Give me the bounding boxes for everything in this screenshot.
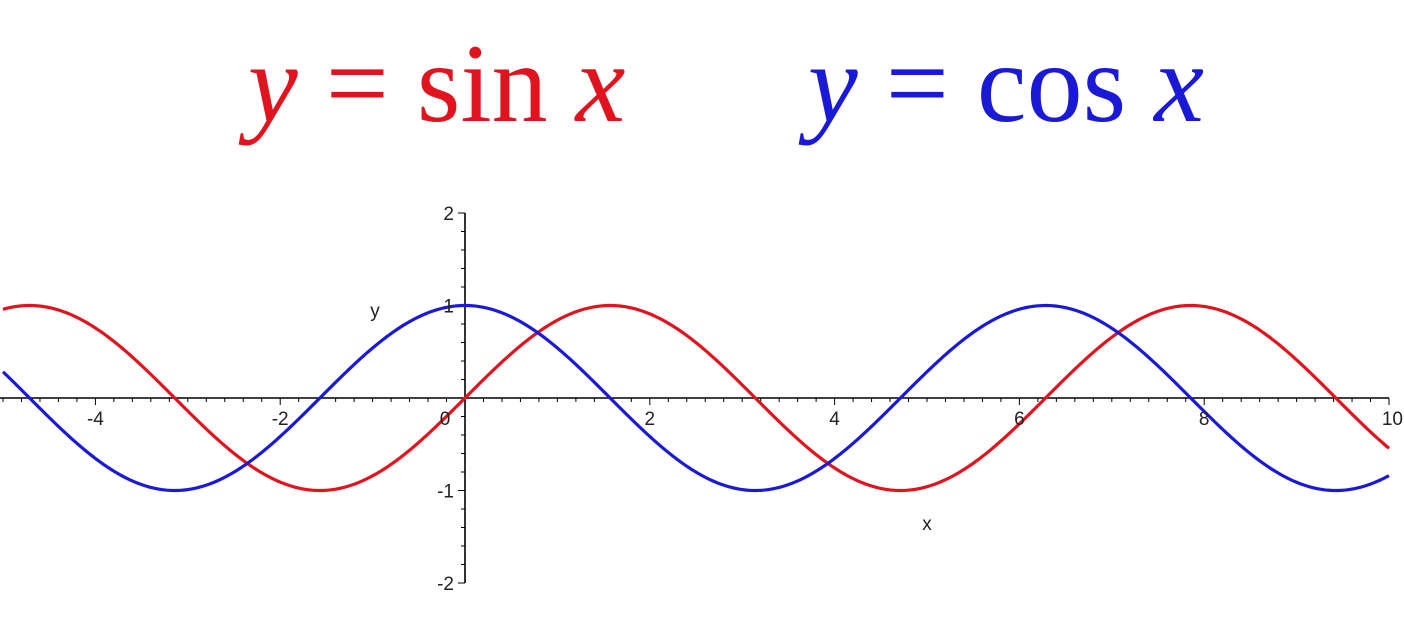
x-axis-label: x xyxy=(922,514,932,535)
x-tick-label: -4 xyxy=(87,409,104,430)
y-tick-label: -1 xyxy=(437,482,454,503)
x-tick-label: 4 xyxy=(829,409,840,430)
cos-title-equals: = xyxy=(885,22,949,146)
x-tick-label: 2 xyxy=(645,409,656,430)
y-tick-label: 1 xyxy=(443,297,454,318)
cos-title-y: y xyxy=(808,22,858,146)
x-tick-label: 8 xyxy=(1199,409,1210,430)
sin-title-fn: sin xyxy=(416,22,548,146)
x-tick-label: 6 xyxy=(1014,409,1025,430)
x-tick-label: 10 xyxy=(1382,409,1403,430)
x-tick-label: -2 xyxy=(272,409,289,430)
cos-equation-title: y = cos x xyxy=(808,28,1204,140)
y-tick-label: -2 xyxy=(437,574,454,595)
cos-title-x: x xyxy=(1154,22,1204,146)
sin-title-x: x xyxy=(575,22,626,146)
sin-equation-title: y = sin x xyxy=(248,28,625,140)
y-tick-label: 2 xyxy=(443,204,454,225)
equation-titles: y = sin x y = cos x xyxy=(0,0,1404,170)
sin-title-y: y xyxy=(248,22,298,146)
sin-curve xyxy=(2,303,1391,493)
cos-title-fn: cos xyxy=(976,22,1127,146)
cos-curve xyxy=(1,303,1390,493)
sin-title-equals: = xyxy=(325,22,389,146)
y-axis-label: y xyxy=(370,301,380,322)
x-tick-label: 0 xyxy=(440,409,451,430)
